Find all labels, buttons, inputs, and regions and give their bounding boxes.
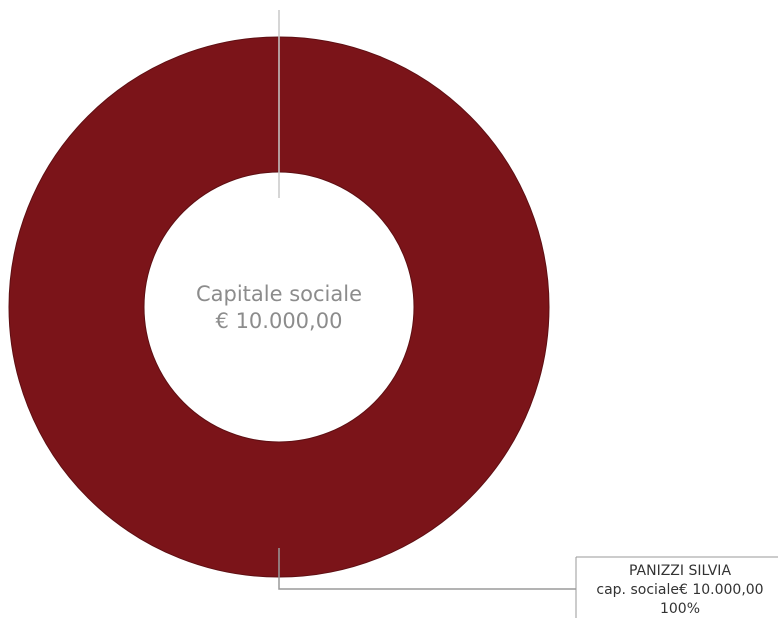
slice-callout: PANIZZI SILVIA cap. sociale€ 10.000,00 1…	[575, 556, 778, 618]
callout-detail: cap. sociale€ 10.000,00	[596, 582, 763, 598]
callout-name: PANIZZI SILVIA	[629, 563, 731, 579]
callout-percent: 100%	[660, 601, 700, 617]
donut-slice-1	[8, 36, 550, 578]
center-title: Capitale sociale	[196, 282, 362, 306]
center-value: € 10.000,00	[216, 309, 343, 333]
donut-slices	[8, 36, 550, 578]
callout-leader-line	[278, 548, 576, 590]
